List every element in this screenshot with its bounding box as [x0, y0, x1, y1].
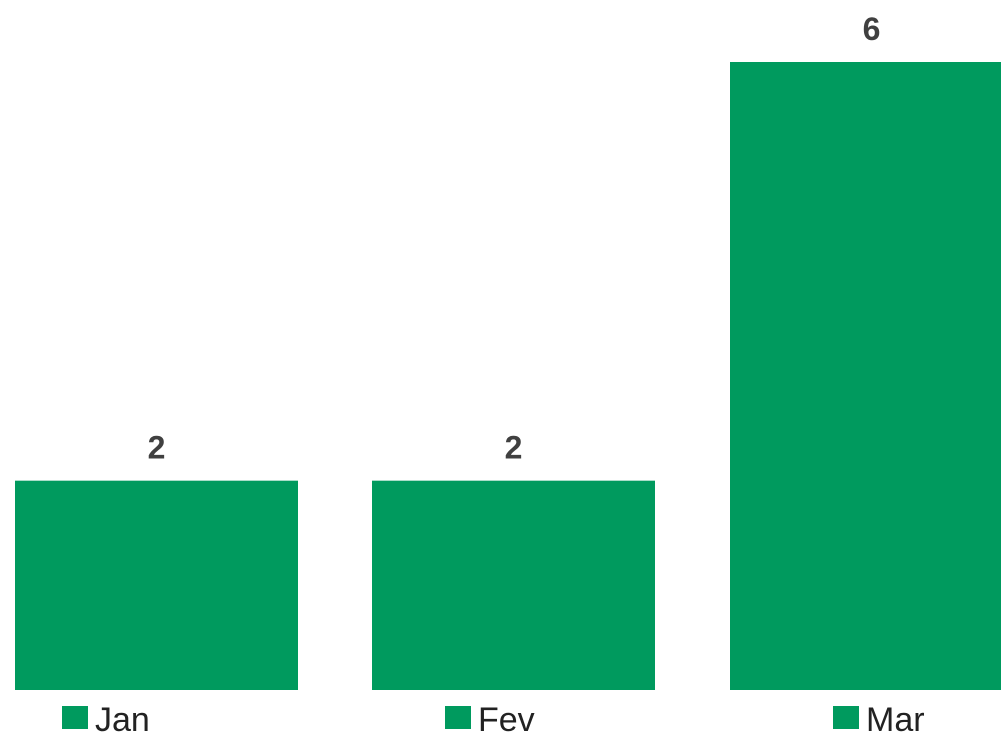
legend-item-mar: Mar	[833, 701, 925, 736]
data-label-jan: 2	[148, 430, 166, 466]
legend-label: Mar	[866, 701, 925, 736]
legend-item-jan: Jan	[62, 701, 150, 736]
legend-label: Jan	[95, 701, 150, 736]
legend-swatch	[62, 706, 88, 729]
bar-jan	[15, 480, 298, 690]
data-label-fev: 2	[505, 430, 523, 466]
data-label-mar: 6	[863, 11, 881, 47]
bar-mar	[730, 62, 1001, 690]
legend-swatch	[833, 706, 859, 729]
legend-swatch	[445, 706, 471, 729]
legend-item-fev: Fev	[445, 701, 535, 736]
bar-fev	[372, 480, 655, 690]
legend-label: Fev	[478, 701, 535, 736]
